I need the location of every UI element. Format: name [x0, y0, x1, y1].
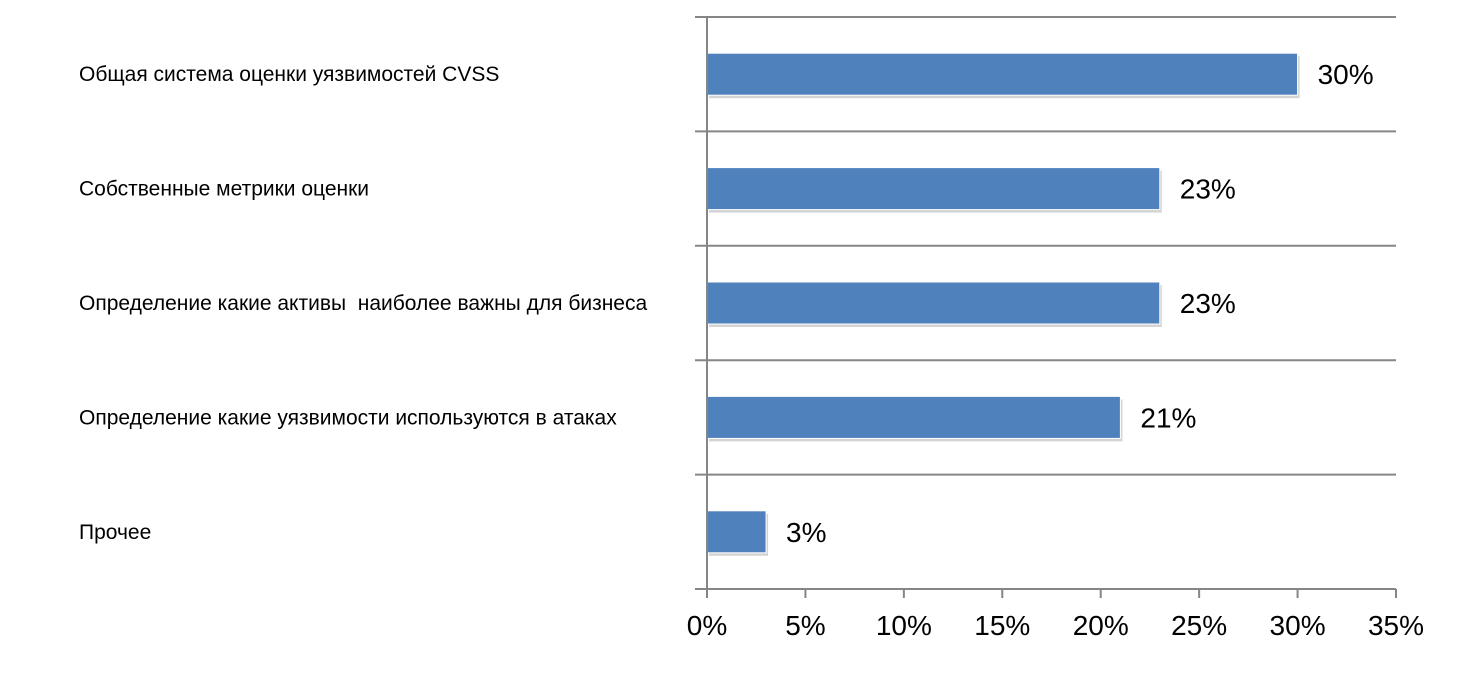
x-tick-label: 15% — [974, 610, 1030, 641]
category-label: Прочее — [79, 521, 151, 544]
bar — [706, 167, 1161, 211]
category-label: Собственные метрики оценки — [79, 178, 369, 201]
x-tick-label: 10% — [876, 610, 932, 641]
category-label: Определение какие уязвимости используютс… — [79, 406, 617, 429]
bar-value-label: 3% — [786, 517, 826, 548]
grid-layer — [695, 16, 1396, 590]
axis-layer — [706, 17, 1397, 598]
bar-value-label: 23% — [1180, 174, 1236, 205]
bar — [706, 395, 1121, 439]
x-tick-label: 30% — [1270, 610, 1326, 641]
bar — [706, 52, 1299, 96]
x-tick-label: 20% — [1073, 610, 1129, 641]
bar — [706, 510, 767, 554]
bar-value-label: 30% — [1318, 59, 1374, 90]
bar-value-label: 21% — [1140, 402, 1196, 433]
x-tick-label: 5% — [785, 610, 825, 641]
label-layer: 0% 5% 10% 15% 20% 25% 30% 35% 30% Общая система о… — [79, 59, 1424, 641]
x-tick-label: 25% — [1171, 610, 1227, 641]
bar-value-label: 23% — [1180, 288, 1236, 319]
x-tick-label: 0% — [687, 610, 727, 641]
bar-layer — [706, 52, 1300, 556]
category-label: Общая система оценки уязвимостей CVSS — [79, 63, 499, 86]
bar — [706, 281, 1161, 325]
x-tick-label: 35% — [1368, 610, 1424, 641]
category-label: Определение какие активы наиболее важны … — [79, 292, 647, 315]
